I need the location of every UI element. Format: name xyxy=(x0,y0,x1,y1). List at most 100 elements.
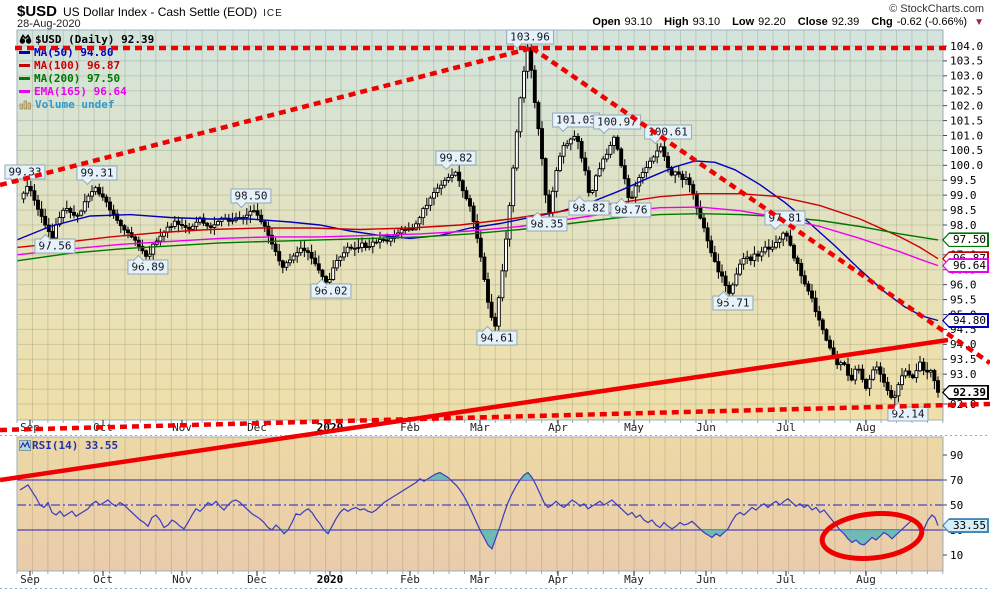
line-sample-icon xyxy=(19,90,30,93)
svg-text:100.5: 100.5 xyxy=(950,144,983,157)
line-sample-icon xyxy=(19,51,30,54)
svg-text:93.5: 93.5 xyxy=(950,353,977,366)
symbol: $USD xyxy=(17,3,58,20)
page-title: US Dollar Index - Cash Settle (EOD) xyxy=(63,5,258,19)
svg-text:50: 50 xyxy=(950,499,963,512)
legend-label: MA(50) 94.80 xyxy=(34,46,114,59)
svg-text:Nov: Nov xyxy=(172,421,192,434)
price-annotation-100.61: 100.61 xyxy=(644,124,692,145)
svg-text:Dec: Dec xyxy=(247,421,267,434)
exchange-label: ICE xyxy=(263,8,283,19)
svg-text:Jul: Jul xyxy=(776,573,796,586)
svg-text:Jun: Jun xyxy=(696,573,716,586)
price-annotation-98.50: 98.50 xyxy=(230,188,272,209)
svg-text:2020: 2020 xyxy=(317,421,344,434)
legend-row-3: MA(200) 97.50 xyxy=(19,72,154,85)
legend-label: Volume undef xyxy=(35,98,115,111)
bottom-date-axis: Sep Oct Nov Dec 2020 Feb Mar Apr May Jun Jul Aug xyxy=(16,571,944,586)
axis-value-box-33.55: 33.55 xyxy=(942,518,989,534)
legend-row-4: EMA(165) 96.64 xyxy=(19,85,154,98)
open-value: 93.10 xyxy=(624,16,653,28)
svg-text:70: 70 xyxy=(950,474,963,487)
rsi-oversold-fill xyxy=(480,530,499,549)
main-chart-legend: $USD (Daily) 92.39 MA(50) 94.80 MA(100) 96… xyxy=(19,33,154,111)
axis-value-box-94.80: 94.80 xyxy=(942,312,989,328)
svg-text:95.5: 95.5 xyxy=(950,293,977,306)
price-annotation-99.82: 99.82 xyxy=(435,150,477,171)
svg-text:May: May xyxy=(624,573,644,586)
price-annotation-96.02: 96.02 xyxy=(310,278,352,299)
svg-text:Jun: Jun xyxy=(696,421,716,434)
chg-value: -0.62 (-0.66%) xyxy=(896,16,968,28)
chart-header: $USD US Dollar Index - Cash Settle (EOD) I… xyxy=(17,3,283,21)
svg-text:103.5: 103.5 xyxy=(950,55,983,68)
price-annotation-103.96: 103.96 xyxy=(506,29,554,50)
ohlc-readout: Open 93.10 High 93.10 Low 92.20 Close 92.39 … xyxy=(583,16,984,28)
open-label: Open xyxy=(592,16,621,28)
svg-text:101.0: 101.0 xyxy=(950,129,983,142)
price-annotation-99.33: 99.33 xyxy=(4,164,46,185)
price-annotation-97.81: 97.81 xyxy=(764,210,806,231)
rsi-legend-label: RSI(14) 33.55 xyxy=(32,439,119,452)
legend-row-0: $USD (Daily) 92.39 xyxy=(19,33,154,46)
svg-text:99.5: 99.5 xyxy=(950,174,977,187)
axis-value-box-97.50: 97.50 xyxy=(942,232,989,248)
price-annotation-100.97: 100.97 xyxy=(593,114,641,135)
svg-text:98.5: 98.5 xyxy=(950,204,977,217)
low-label: Low xyxy=(732,16,755,28)
svg-text:Oct: Oct xyxy=(93,421,113,434)
svg-text:96.0: 96.0 xyxy=(950,278,977,291)
svg-text:Aug: Aug xyxy=(856,421,876,434)
line-sample-icon xyxy=(19,64,30,67)
legend-label: $USD (Daily) 92.39 xyxy=(35,33,155,46)
svg-text:2020: 2020 xyxy=(317,573,344,586)
rsi-line xyxy=(19,471,939,550)
legend-row-1: MA(50) 94.80 xyxy=(19,46,154,59)
svg-text:102.0: 102.0 xyxy=(950,99,983,112)
svg-text:Mar: Mar xyxy=(470,573,490,586)
svg-text:101.5: 101.5 xyxy=(950,114,983,127)
price-annotation-99.31: 99.31 xyxy=(76,165,118,186)
legend-label: MA(100) 96.87 xyxy=(34,59,121,72)
legend-label: MA(200) 97.50 xyxy=(34,72,121,85)
price-annotation-98.76: 98.76 xyxy=(610,197,652,218)
axis-value-box-92.39: 92.39 xyxy=(942,384,989,400)
svg-text:10: 10 xyxy=(950,549,963,562)
low-value: 92.20 xyxy=(758,16,786,28)
price-annotation-98.35: 98.35 xyxy=(526,211,568,232)
price-annotation-98.82: 98.82 xyxy=(568,195,610,216)
rsi-legend: RSI(14) 33.55 xyxy=(19,439,118,452)
price-annotation-96.89: 96.89 xyxy=(127,254,169,275)
chg-label: Chg xyxy=(871,16,893,28)
gridlines xyxy=(17,30,944,571)
svg-text:99.0: 99.0 xyxy=(950,189,977,202)
svg-text:Aug: Aug xyxy=(856,573,876,586)
chart-date: 28-Aug-2020 xyxy=(17,18,81,30)
line-sample-icon xyxy=(19,77,30,80)
svg-text:98.0: 98.0 xyxy=(950,219,977,232)
high-value: 93.10 xyxy=(692,16,721,28)
svg-text:Apr: Apr xyxy=(548,573,568,586)
svg-text:93.0: 93.0 xyxy=(950,368,977,381)
price-annotation-94.61: 94.61 xyxy=(476,325,518,346)
chg-direction-down-icon[interactable]: ▼ xyxy=(974,17,984,28)
svg-text:Apr: Apr xyxy=(548,421,568,434)
svg-text:May: May xyxy=(624,421,644,434)
rsi-axis: 9070503010 xyxy=(943,449,963,562)
svg-text:90: 90 xyxy=(950,449,963,462)
axis-value-box-96.64: 96.64 xyxy=(942,258,989,274)
price-annotation-92.14: 92.14 xyxy=(887,401,929,422)
svg-text:Sep: Sep xyxy=(20,573,40,586)
svg-text:Oct: Oct xyxy=(93,573,113,586)
legend-row-5: Volume undef xyxy=(19,98,154,111)
svg-text:103.0: 103.0 xyxy=(950,70,983,83)
close-label: Close xyxy=(797,16,828,28)
rsi-icon xyxy=(19,440,31,451)
svg-text:Feb: Feb xyxy=(400,421,420,434)
high-label: High xyxy=(664,16,689,28)
legend-row-2: MA(100) 96.87 xyxy=(19,59,154,72)
svg-text:Jul: Jul xyxy=(776,421,796,434)
svg-text:104.0: 104.0 xyxy=(950,40,983,53)
